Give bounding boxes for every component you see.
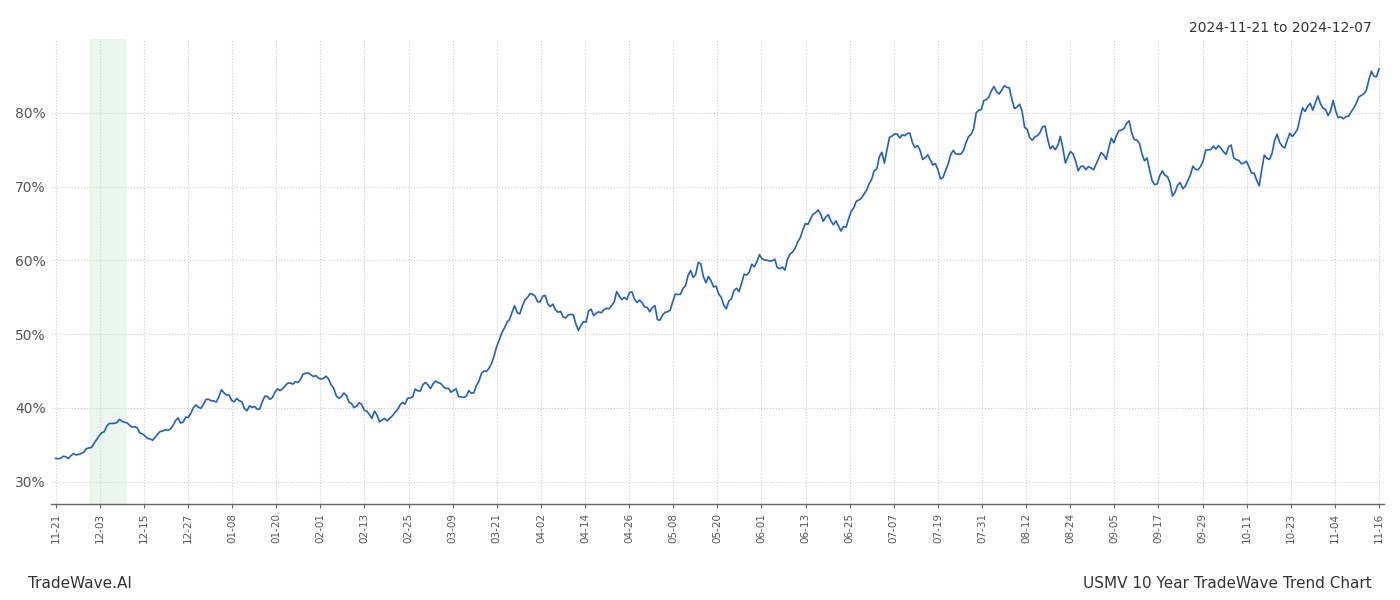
Bar — [90, 39, 125, 504]
Text: USMV 10 Year TradeWave Trend Chart: USMV 10 Year TradeWave Trend Chart — [1084, 576, 1372, 591]
Text: 2024-11-21 to 2024-12-07: 2024-11-21 to 2024-12-07 — [1189, 21, 1372, 35]
Text: TradeWave.AI: TradeWave.AI — [28, 576, 132, 591]
